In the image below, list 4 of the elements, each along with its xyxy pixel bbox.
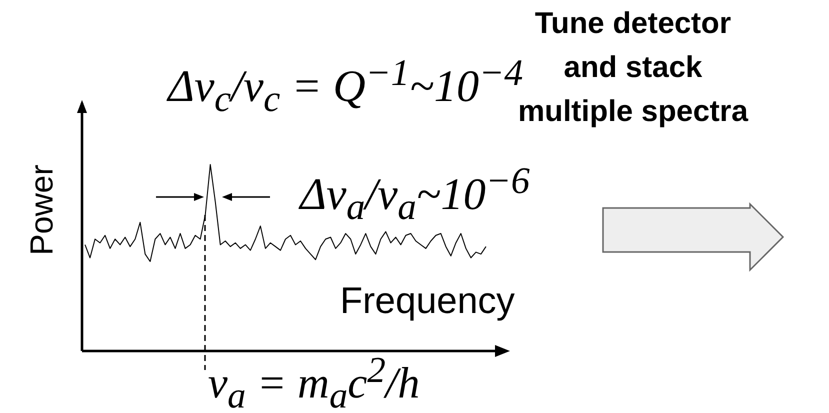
annotation: Δν$_{a}$/ν$_{a}$~10$^{−6}$ — [300, 160, 530, 229]
x-axis-title: Frequency — [340, 280, 515, 322]
annotation: ν$_{a}$ = m$_{a}$c$^{2}$/h — [208, 348, 420, 413]
y-axis-title: Power — [24, 164, 60, 256]
